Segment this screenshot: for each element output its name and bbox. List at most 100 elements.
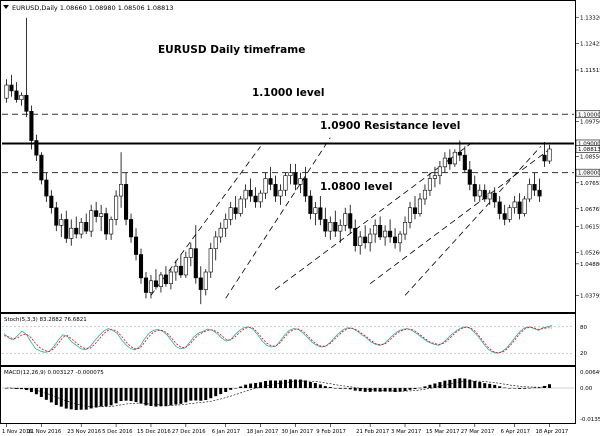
- macd-bar: [194, 388, 198, 401]
- candle-body-bear: [537, 189, 542, 197]
- candle-body-bull: [158, 274, 163, 287]
- macd-bar: [423, 386, 427, 388]
- macd-bar: [54, 388, 58, 406]
- candle-body-bear: [39, 154, 44, 181]
- level-1100-label: 1.1000 level: [252, 87, 324, 99]
- macd-bar: [24, 388, 28, 391]
- candle-body-bull: [208, 248, 213, 273]
- macd-tick-label: 0.006496: [580, 370, 600, 376]
- price-tick-label: 1.12425: [580, 41, 600, 47]
- stoch-main-line: [3, 325, 553, 354]
- macd-bar: [438, 382, 442, 388]
- macd-bar: [538, 387, 542, 389]
- macd-bar: [69, 388, 73, 410]
- candle-body-bear: [308, 195, 313, 214]
- time-tick-label: 30 Jan 2017: [281, 429, 313, 435]
- price-tick-label: 1.05260: [580, 251, 600, 257]
- candle-body-bear: [94, 210, 99, 217]
- macd-bar: [94, 388, 98, 408]
- candle-body-bull: [373, 224, 378, 235]
- macd-bar: [89, 388, 93, 409]
- stoch-label: Stoch(5,3,3) 83.2882 76.6821: [4, 317, 87, 323]
- macd-bar: [39, 388, 43, 398]
- main-panel-frame: [0, 0, 576, 313]
- candle-body-bull: [89, 210, 94, 232]
- macd-bar: [503, 387, 507, 389]
- macd-bar: [219, 388, 223, 395]
- candle-body-bull: [218, 227, 223, 238]
- time-tick-label: 27 Dec 2016: [172, 429, 206, 435]
- candle-body-bull: [203, 271, 208, 290]
- price-axis: 1.133201.124251.115151.100351.097501.085…: [575, 15, 600, 300]
- candle-body-bull: [358, 236, 363, 247]
- macd-bar: [353, 388, 357, 391]
- macd-bar: [458, 378, 462, 388]
- candle-body-bull: [283, 175, 288, 191]
- candle-body-bull: [522, 198, 527, 214]
- candle-body-bear: [49, 195, 54, 209]
- macd-bar: [313, 383, 317, 388]
- candle-body-bear: [248, 189, 253, 197]
- price-highlight-label: 1.08813: [578, 147, 600, 153]
- candle-body-bear: [318, 207, 323, 220]
- candle-body-bull: [512, 201, 517, 209]
- time-tick-label: 15 Mar 2017: [426, 429, 460, 435]
- price-highlight-box: [575, 145, 600, 153]
- candle-body-bull: [432, 175, 437, 179]
- candle-body-bear: [353, 227, 358, 247]
- time-tick-label: 21 Feb 2017: [356, 429, 389, 435]
- macd-bar: [533, 387, 537, 389]
- macd-bar: [14, 388, 18, 389]
- stoch-signal-line: [3, 326, 553, 354]
- trend-channel-line: [404, 146, 542, 296]
- macd-bar: [74, 388, 78, 410]
- candle-body-bull: [437, 166, 442, 176]
- macd-bar: [463, 378, 467, 388]
- time-tick-label: 23 Nov 2016: [67, 429, 102, 435]
- macd-bar: [323, 386, 327, 388]
- price-tick-label: 1.06155: [580, 225, 600, 231]
- candle-body-bull: [398, 233, 403, 244]
- macd-bar: [408, 388, 412, 390]
- macd-bar: [239, 386, 243, 388]
- candle-body-bull: [383, 230, 388, 238]
- macd-bar: [199, 388, 203, 401]
- candle-body-bear: [193, 248, 198, 279]
- time-tick-label: 18 Apr 2017: [536, 429, 569, 435]
- candle-body-bear: [293, 172, 298, 185]
- macd-bar: [139, 388, 143, 404]
- time-tick-label: 18 Jan 2017: [247, 429, 279, 435]
- stoch-lines: 80 20: [2, 325, 587, 357]
- price-tick-label: 1.13320: [580, 15, 600, 21]
- macd-bar: [328, 387, 332, 388]
- candle-body-bull: [288, 172, 293, 176]
- candle-body-bear: [457, 151, 462, 156]
- macd-bar: [109, 388, 113, 406]
- candle-body-bear: [497, 201, 502, 214]
- candle-body-bear: [348, 213, 353, 229]
- macd-bar: [184, 388, 188, 403]
- macd-bar: [29, 388, 33, 393]
- candle-body-bear: [143, 277, 149, 293]
- macd-bar: [283, 379, 287, 388]
- candles: [4, 17, 552, 305]
- macd-bar: [318, 384, 322, 388]
- candle-body-bull: [417, 198, 423, 214]
- macd-bar: [478, 381, 482, 388]
- candle-body-bear: [517, 201, 522, 214]
- level-1080-label: 1.0800 level: [320, 181, 392, 193]
- candle-body-bear: [502, 213, 507, 220]
- macd-bar: [278, 380, 282, 388]
- candle-body-bear: [163, 274, 168, 285]
- candle-body-bear: [253, 195, 258, 203]
- candle-body-bear: [128, 219, 134, 238]
- triangle-down-icon[interactable]: [3, 5, 9, 9]
- macd-bar: [388, 388, 392, 392]
- stoch-level-label: 80: [580, 325, 587, 331]
- candle-body-bear: [333, 222, 338, 232]
- price-tick-label: 1.04880: [580, 262, 600, 268]
- price-highlight-box: [575, 168, 600, 177]
- candle-body-bull: [442, 157, 447, 168]
- macd-bar: [59, 388, 63, 407]
